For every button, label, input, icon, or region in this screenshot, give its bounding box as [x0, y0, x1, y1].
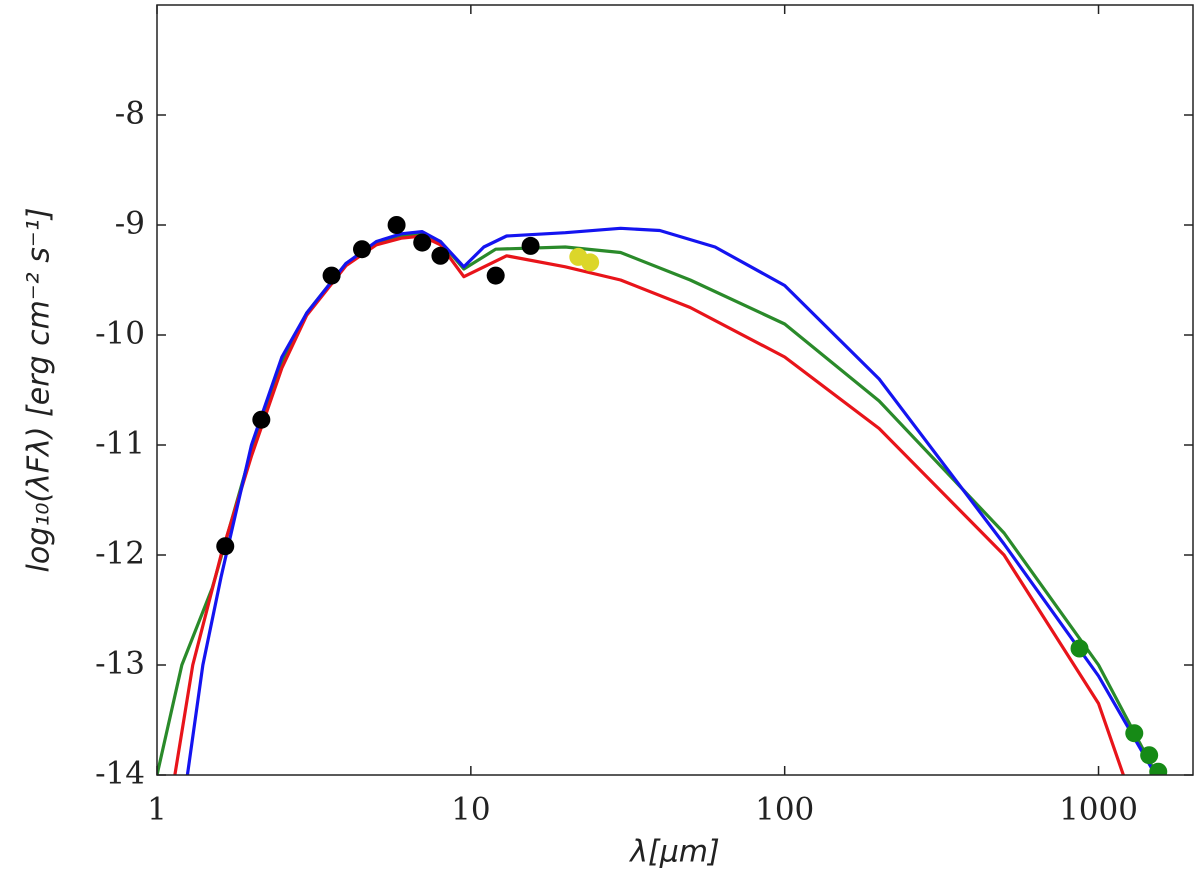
x-axis-label: λ[μm] — [628, 835, 719, 870]
y-tick-label: -10 — [95, 316, 145, 352]
data-point — [1070, 639, 1089, 658]
y-tick-label: -12 — [95, 536, 145, 572]
y-tick-label: -8 — [115, 96, 145, 132]
data-point — [252, 410, 271, 429]
data-point — [581, 253, 600, 272]
x-tick-label: 1 — [147, 792, 167, 828]
x-tick-label: 10 — [451, 792, 490, 828]
data-point — [413, 233, 432, 252]
x-tick-label: 100 — [755, 792, 814, 828]
plot-area — [157, 216, 1168, 775]
model-curve — [173, 234, 1125, 775]
data-point — [216, 537, 235, 556]
data-point — [431, 246, 450, 265]
y-axis-label: log₁₀(λFλ) [erg cm⁻² s⁻¹] — [22, 208, 57, 573]
data-point — [486, 266, 505, 285]
data-point — [322, 266, 341, 285]
y-tick-label: -11 — [95, 426, 145, 462]
y-tick-label: -14 — [95, 756, 145, 792]
plot-frame — [156, 4, 1194, 776]
data-point — [353, 240, 372, 259]
y-tick-label: -13 — [95, 646, 145, 682]
data-point — [1125, 724, 1144, 743]
model-curve — [185, 226, 1157, 775]
y-tick-label: -9 — [115, 206, 145, 242]
data-point — [521, 236, 540, 255]
x-tick-label: 1000 — [1059, 792, 1138, 828]
data-point — [387, 216, 406, 234]
data-point — [1149, 762, 1168, 775]
data-point — [1140, 746, 1159, 765]
